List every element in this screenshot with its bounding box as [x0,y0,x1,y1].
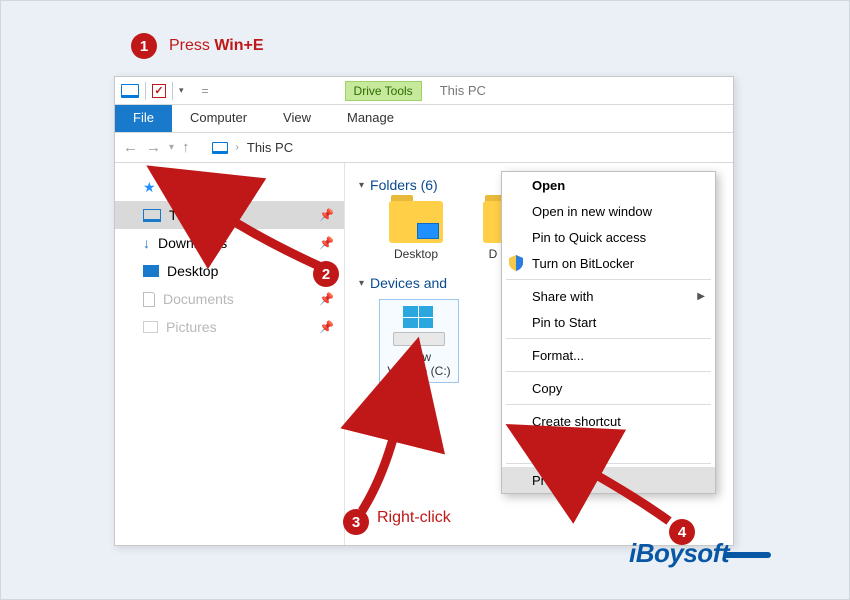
folder-truncated[interactable]: D [483,201,503,261]
annotation-step-1: 1 Press Win+E [131,33,264,59]
ctx-separator [506,371,711,372]
desktop-icon [143,265,159,277]
ctx-copy[interactable]: Copy [502,375,715,401]
nav-pictures-label: Pictures [166,319,217,335]
star-icon: ★ [143,179,156,196]
titlebar-title: This PC [440,83,486,98]
titlebar: ✓ ▾ = Drive Tools This PC [115,77,733,105]
logo-tail-icon [725,552,771,558]
qat-separator [172,82,173,100]
folder-icon [483,201,503,243]
nav-up-icon[interactable]: ↑ [182,139,190,156]
ctx-create-shortcut[interactable]: Create shortcut [502,408,715,434]
breadcrumb-thispc[interactable]: This PC [247,140,293,155]
collapse-icon[interactable]: ▾ [359,278,364,289]
nav-desktop[interactable]: Desktop 📌 [115,257,344,285]
iboysoft-logo: iBoysoft [629,538,771,569]
ribbon-context-drive-tools[interactable]: Drive Tools [345,81,422,101]
qat-separator [145,82,146,100]
tab-computer[interactable]: Computer [172,105,265,132]
drive-c-label-1: New [382,350,456,364]
breadcrumb-chevron-icon[interactable]: › [236,142,239,153]
folder-desktop[interactable]: Desktop [379,201,453,261]
nav-this-pc[interactable]: This PC 📌 [115,201,344,229]
address-bar[interactable]: ← → ▾ ↑ › This PC [115,133,733,163]
ctx-separator [506,404,711,405]
tab-file[interactable]: File [115,105,172,132]
collapse-icon[interactable]: ▾ [359,180,364,191]
nav-pictures[interactable]: Pictures 📌 [115,313,344,341]
logo-text: iBoysoft [629,538,729,568]
step1-text: Press Win+E [169,37,264,55]
nav-documents[interactable]: Documents 📌 [115,285,344,313]
group-devices-label: Devices and [370,275,447,291]
drive-c-label-2: Volume (C:) [382,364,456,378]
pin-icon: 📌 [319,208,334,222]
ctx-pin-start[interactable]: Pin to Start [502,309,715,335]
qat-overflow[interactable]: = [202,84,209,98]
downloads-icon: ↓ [143,235,150,251]
nav-back-icon[interactable]: ← [123,139,138,156]
nav-quick-access-label: Quick access [164,179,247,195]
nav-documents-label: Documents [163,291,234,307]
ctx-pin-quick-access[interactable]: Pin to Quick access [502,224,715,250]
nav-desktop-label: Desktop [167,263,218,279]
ctx-bitlocker[interactable]: Turn on BitLocker [502,250,715,276]
ctx-share-with[interactable]: Share with ▶ [502,283,715,309]
navigation-pane: ★ Quick access This PC 📌 ↓ Downloads 📌 D… [115,163,345,545]
folder-d-label: D [483,247,503,261]
ctx-separator [506,279,711,280]
nav-this-pc-label: This PC [169,207,219,223]
qat-dropdown-icon[interactable]: ▾ [179,85,184,96]
nav-history-icon[interactable]: ▾ [169,142,174,153]
ctx-open[interactable]: Open [502,172,715,198]
ctx-format[interactable]: Format... [502,342,715,368]
nav-downloads[interactable]: ↓ Downloads 📌 [115,229,344,257]
pin-icon: 📌 [319,292,334,306]
context-menu: Open Open in new window Pin to Quick acc… [501,171,716,494]
step3-label: Right-click [377,509,451,527]
folder-icon [389,201,443,243]
nav-downloads-label: Downloads [158,235,227,251]
qat-checkbox-icon[interactable]: ✓ [152,84,166,98]
breadcrumb-thispc-icon [212,142,228,154]
ctx-separator [506,338,711,339]
tab-view[interactable]: View [265,105,329,132]
drive-c[interactable]: New Volume (C:) [379,299,459,383]
thispc-icon [121,84,139,98]
pictures-icon [143,321,158,333]
group-folders-label: Folders (6) [370,177,438,193]
step1-key: Win+E [214,37,263,54]
badge-2: 2 [313,261,339,287]
ctx-open-new-window[interactable]: Open in new window [502,198,715,224]
tab-manage[interactable]: Manage [329,105,412,132]
ctx-rename[interactable]: Rename [502,434,715,460]
documents-icon [143,292,155,307]
ribbon-tabs: File Computer View Manage [115,105,733,133]
pin-icon: 📌 [319,236,334,250]
nav-forward-icon[interactable]: → [146,139,161,156]
ctx-bitlocker-label: Turn on BitLocker [532,256,634,271]
ctx-share-label: Share with [532,289,593,304]
shield-icon [509,255,523,271]
badge-3: 3 [343,509,369,535]
pin-icon: 📌 [319,320,334,334]
submenu-arrow-icon: ▶ [697,291,705,302]
ctx-properties[interactable]: Properties [502,467,715,493]
ctx-separator [506,463,711,464]
drive-icon [391,306,447,346]
folder-desktop-label: Desktop [379,247,453,261]
badge-1: 1 [131,33,157,59]
thispc-icon [143,209,161,222]
nav-quick-access[interactable]: ★ Quick access [115,173,344,201]
step1-prefix: Press [169,37,214,54]
